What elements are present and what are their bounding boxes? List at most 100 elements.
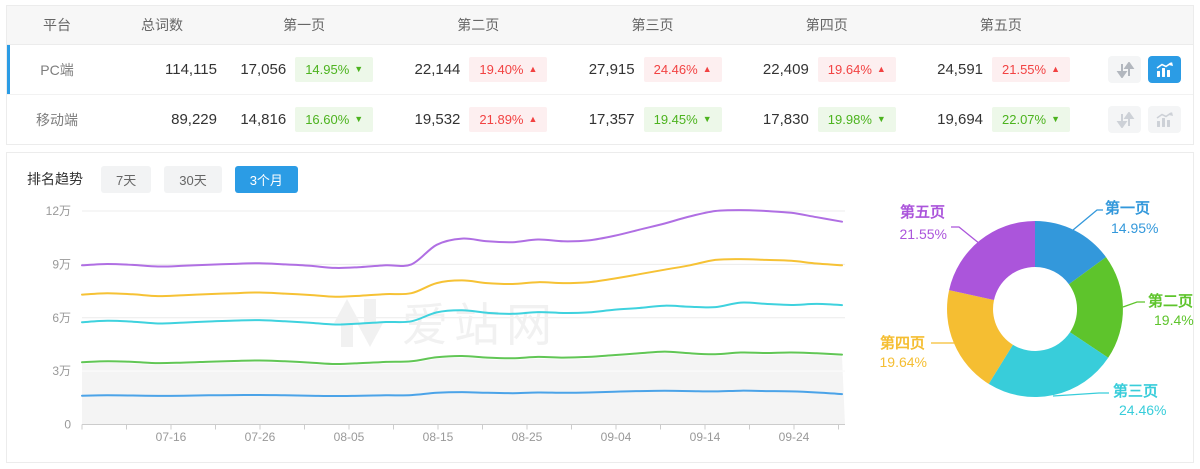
triangle-up-icon: ▲ [528, 114, 538, 124]
triangle-down-icon: ▼ [702, 114, 712, 124]
trend-chart-button[interactable] [1148, 56, 1182, 83]
trend-line-第一页 [81, 389, 843, 398]
row-actions [1088, 106, 1193, 133]
page-word-count: 17,056 [240, 61, 287, 78]
page-word-count: 19,694 [937, 111, 984, 128]
page-word-count: 24,591 [937, 61, 984, 78]
triangle-up-icon: ▲ [528, 64, 538, 74]
page-word-count: 27,915 [588, 61, 635, 78]
triangle-up-icon: ▲ [876, 64, 886, 74]
donut-slice-第一页[interactable] [1035, 221, 1106, 285]
tab-30days[interactable]: 30天 [164, 165, 222, 193]
trend-chart-button[interactable] [1148, 106, 1182, 133]
y-tick-label: 9万 [52, 257, 71, 271]
change-percent: 22.07% [1002, 112, 1047, 127]
triangle-up-icon: ▲ [702, 64, 712, 74]
y-tick-label: 3万 [52, 364, 71, 378]
triangle-down-icon: ▼ [354, 64, 364, 74]
trend-chart-icon [1156, 62, 1174, 77]
donut-label-percent: 14.95% [1111, 220, 1158, 236]
donut-slice-第三页[interactable] [988, 332, 1109, 398]
rank-table-card: 平台 总词数 第一页 第二页 第三页 第四页 第五页 PC端 114,115 17… [6, 5, 1194, 145]
donut-label-name: 第二页 [1148, 292, 1193, 310]
sort-updown-icon [1116, 61, 1134, 78]
change-percent: 19.45% [653, 112, 698, 127]
donut-label-line [1122, 301, 1145, 308]
donut-slice-第二页[interactable] [1068, 257, 1123, 358]
platform-cell: 移动端 [36, 111, 78, 128]
watermark-arrow-up-icon [334, 299, 360, 347]
sort-updown-button[interactable] [1108, 106, 1142, 133]
col-header-platform: 平台 [43, 17, 71, 33]
trend-line-第三页 [81, 301, 843, 326]
change-badge: 16.60% ▼ [295, 107, 374, 132]
sort-updown-button[interactable] [1108, 56, 1142, 83]
donut-label-line [951, 226, 981, 245]
page-word-count: 14,816 [240, 111, 287, 128]
page-word-count: 19,532 [414, 111, 461, 128]
table-header: 平台 总词数 第一页 第二页 第三页 第四页 第五页 [7, 6, 1193, 45]
x-tick-label: 07-26 [245, 430, 276, 444]
page-stat-cell: 22,144 19.40% ▲ [391, 57, 565, 82]
tab-3months[interactable]: 3个月 [234, 165, 298, 193]
total-words-cell: 89,229 [171, 111, 217, 128]
change-badge: 21.89% ▲ [469, 107, 548, 132]
trend-title: 排名趋势 [27, 171, 83, 187]
trend-line-第二页 [81, 350, 843, 366]
change-percent: 19.98% [827, 112, 872, 127]
change-badge: 21.55% ▲ [992, 57, 1071, 82]
donut-slice-第五页[interactable] [949, 221, 1035, 300]
change-percent: 19.64% [827, 62, 872, 77]
change-percent: 19.40% [479, 62, 524, 77]
donut-label-name: 第一页 [1105, 199, 1150, 217]
change-percent: 21.55% [1002, 62, 1047, 77]
change-percent: 16.60% [305, 112, 350, 127]
table-row[interactable]: 移动端 89,229 14,816 16.60% ▼ 19,532 21.89% … [7, 95, 1193, 144]
trend-header: 排名趋势 7天 30天 3个月 [7, 153, 1193, 194]
col-header-page3: 第三页 [631, 17, 674, 33]
row-actions [1088, 56, 1193, 83]
page-distribution-donut[interactable]: 第一页 14.95% 第二页 19.4% 第三页 24.46% 第四页 19.64% 第五页 21… [880, 199, 1194, 418]
change-badge: 19.98% ▼ [817, 107, 896, 132]
donut-label-name: 第三页 [1113, 382, 1158, 400]
page-stat-cell: 14,816 16.60% ▼ [217, 107, 391, 132]
page-word-count: 22,409 [762, 61, 809, 78]
aizhan-watermark: 爱站网 [334, 299, 552, 351]
area-fill [82, 353, 845, 425]
change-badge: 19.40% ▲ [469, 57, 548, 82]
table-row[interactable]: PC端 114,115 17,056 14.95% ▼ 22,144 19.40%… [7, 45, 1193, 95]
tab-7days[interactable]: 7天 [101, 165, 152, 193]
change-badge: 22.07% ▼ [992, 107, 1071, 132]
donut-label-line [1052, 392, 1109, 397]
page-stat-cell: 17,056 14.95% ▼ [217, 57, 391, 82]
page-stat-cell: 24,591 21.55% ▲ [914, 57, 1088, 82]
triangle-up-icon: ▲ [1051, 64, 1061, 74]
page-stat-cell: 22,409 19.64% ▲ [740, 57, 914, 82]
x-tick-label: 09-14 [690, 430, 721, 444]
page-stat-cell: 19,694 22.07% ▼ [914, 107, 1088, 132]
x-tick-label: 08-05 [334, 430, 365, 444]
change-badge: 24.46% ▲ [643, 57, 722, 82]
donut-label-percent: 21.55% [900, 226, 947, 242]
triangle-down-icon: ▼ [1051, 114, 1061, 124]
change-percent: 24.46% [653, 62, 698, 77]
x-tick-label: 08-25 [512, 430, 543, 444]
page-stat-cell: 19,532 21.89% ▲ [391, 107, 565, 132]
donut-label-percent: 24.46% [1119, 402, 1166, 418]
page-stat-cell: 17,830 19.98% ▼ [740, 107, 914, 132]
change-badge: 19.64% ▲ [817, 57, 896, 82]
donut-label-name: 第五页 [900, 203, 945, 221]
x-tick-label: 09-04 [601, 430, 632, 444]
page-word-count: 22,144 [414, 61, 461, 78]
trend-line-第四页 [81, 258, 843, 298]
x-tick-label: 07-16 [156, 430, 187, 444]
page-stat-cell: 17,357 19.45% ▼ [565, 107, 739, 132]
donut-slice-第四页[interactable] [947, 290, 1013, 384]
donut-label-percent: 19.64% [880, 354, 927, 370]
triangle-down-icon: ▼ [354, 114, 364, 124]
total-words-cell: 114,115 [165, 61, 217, 78]
table-body: PC端 114,115 17,056 14.95% ▼ 22,144 19.40%… [7, 45, 1193, 144]
trend-range-tabs: 7天 30天 3个月 [101, 165, 311, 193]
